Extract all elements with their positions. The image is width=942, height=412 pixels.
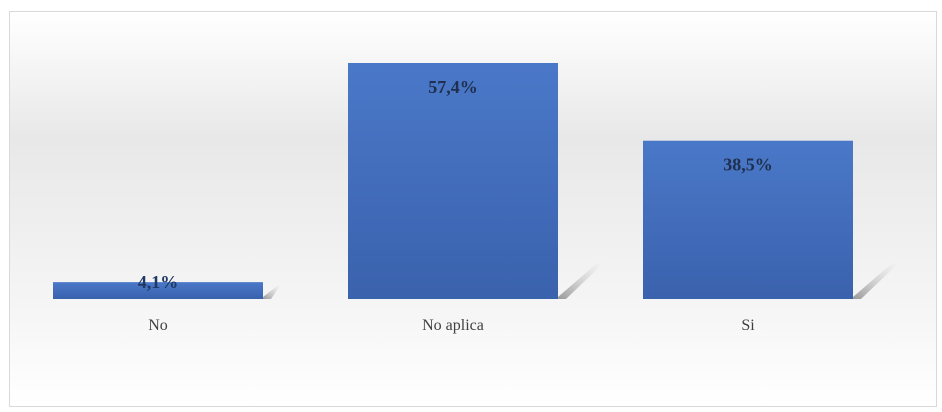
category-tick-labels: No No aplica Si: [148, 317, 755, 334]
data-label-no: 4,1%: [138, 272, 179, 292]
bar-si: [643, 140, 853, 299]
data-labels: 4,1% 57,4% 38,5%: [138, 77, 773, 292]
bar-no-aplica: [348, 63, 558, 299]
bar-shadow-si: [853, 263, 898, 299]
bar-shadow-no: [263, 285, 281, 299]
bar-shadows: [263, 263, 898, 299]
data-label-no-aplica: 57,4%: [428, 77, 478, 97]
category-label-si: Si: [741, 317, 755, 334]
category-label-no-aplica: No aplica: [422, 317, 484, 334]
data-label-si: 38,5%: [723, 155, 773, 175]
bars: [53, 63, 853, 299]
bar-shadow-no-aplica: [558, 263, 603, 299]
category-label-no: No: [148, 317, 168, 334]
bar-no: [53, 282, 263, 299]
